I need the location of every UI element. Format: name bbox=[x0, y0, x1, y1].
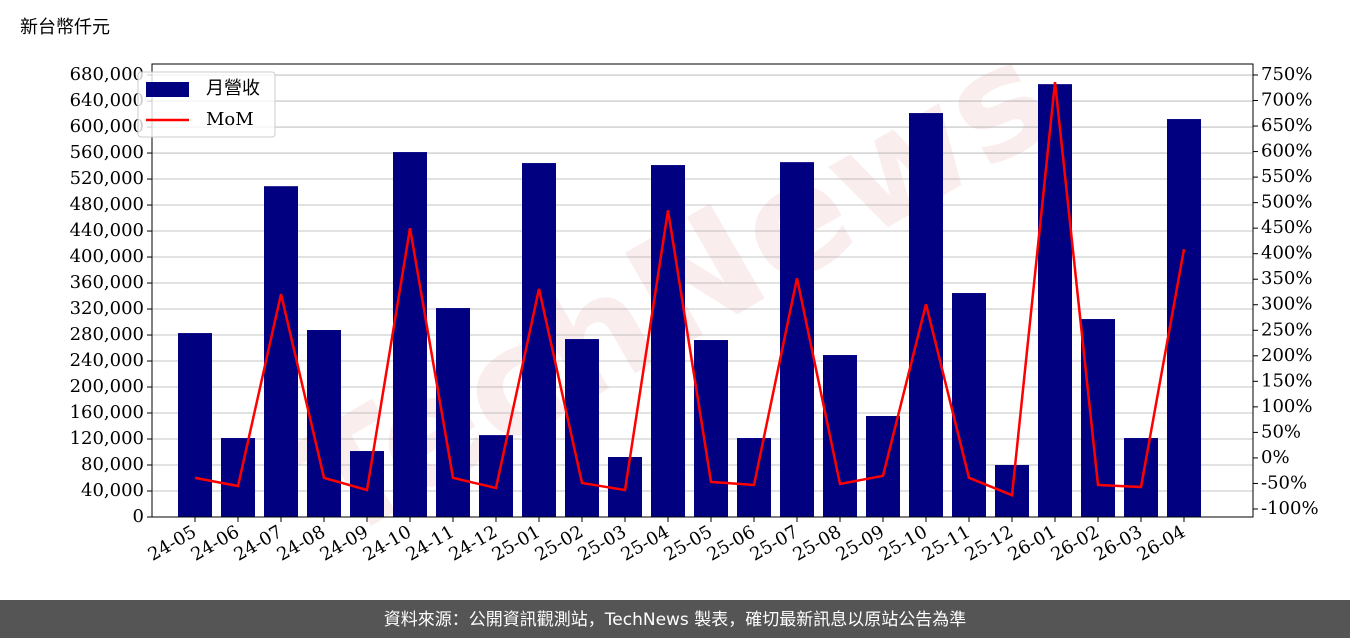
x-tick-label: 25-05 bbox=[661, 521, 716, 565]
y2-tick-label: 150% bbox=[1261, 370, 1312, 391]
x-tick-label: 25-06 bbox=[704, 521, 759, 565]
y2-tick-label: 50% bbox=[1261, 421, 1301, 442]
y2-tick-label: 500% bbox=[1261, 192, 1312, 213]
y2-tick-label: 300% bbox=[1261, 294, 1312, 315]
footer: 資料來源：公開資訊觀測站，TechNews 製表，確切最新訊息以原站公告為準 bbox=[384, 610, 966, 630]
unit-label: 新台幣仟元 bbox=[20, 17, 110, 38]
x-tick-label: 25-04 bbox=[618, 521, 673, 565]
bar bbox=[221, 438, 255, 517]
y-tick-label: 400,000 bbox=[70, 246, 144, 267]
y-tick-label: 160,000 bbox=[70, 402, 144, 423]
bar bbox=[1124, 438, 1158, 517]
x-tick-label: 26-02 bbox=[1048, 521, 1103, 565]
bar bbox=[393, 152, 427, 517]
y2-tick-label: 100% bbox=[1261, 396, 1312, 417]
y2-tick-label: 700% bbox=[1261, 90, 1312, 111]
footer-bar bbox=[0, 600, 1350, 638]
y-tick-label: 320,000 bbox=[70, 298, 144, 319]
y-tick-label: 200,000 bbox=[70, 376, 144, 397]
bar bbox=[1081, 319, 1115, 517]
y2-tick-label: 200% bbox=[1261, 345, 1312, 366]
y-tick-label: 40,000 bbox=[81, 480, 144, 501]
x-tick-label: 25-10 bbox=[876, 521, 931, 565]
y2-tick-label: 400% bbox=[1261, 243, 1312, 264]
y-tick-label: 80,000 bbox=[81, 454, 144, 475]
y2-tick-label: 750% bbox=[1261, 64, 1312, 85]
bar bbox=[694, 340, 728, 517]
y-tick-label: 240,000 bbox=[70, 350, 144, 371]
y2-tick-label: 650% bbox=[1261, 115, 1312, 136]
x-tick-label: 25-12 bbox=[962, 521, 1017, 565]
y-tick-label: 520,000 bbox=[70, 168, 144, 189]
x-tick-label: 26-03 bbox=[1091, 521, 1146, 565]
y2-tick-label: 550% bbox=[1261, 166, 1312, 187]
x-tick-label: 24-05 bbox=[145, 521, 200, 565]
y2-tick-label: -50% bbox=[1261, 472, 1307, 493]
legend-label: 月營收 bbox=[206, 78, 260, 99]
y-tick-label: 680,000 bbox=[70, 64, 144, 85]
bar bbox=[737, 438, 771, 517]
x-tick-label: 26-01 bbox=[1005, 521, 1060, 565]
y2-tick-label: 0% bbox=[1261, 447, 1290, 468]
x-tick-label: 25-03 bbox=[575, 521, 630, 565]
y2-tick-label: 350% bbox=[1261, 268, 1312, 289]
x-tick-label: 24-07 bbox=[231, 521, 286, 565]
x-tick-label: 24-08 bbox=[274, 521, 329, 565]
y2-tick-label: 600% bbox=[1261, 141, 1312, 162]
x-tick-label: 25-01 bbox=[489, 521, 544, 565]
legend-label: MoM bbox=[206, 109, 254, 130]
bar bbox=[178, 333, 212, 517]
y2-tick-label: -100% bbox=[1261, 498, 1319, 519]
x-tick-label: 24-12 bbox=[446, 521, 501, 565]
x-tick-label: 26-04 bbox=[1134, 521, 1189, 565]
bar bbox=[823, 355, 857, 517]
bar bbox=[952, 293, 986, 517]
y-tick-label: 440,000 bbox=[70, 220, 144, 241]
bar bbox=[1038, 84, 1072, 518]
y-tick-label: 0 bbox=[133, 506, 144, 527]
bar bbox=[307, 330, 341, 517]
y-tick-label: 600,000 bbox=[70, 116, 144, 137]
bar bbox=[909, 113, 943, 518]
legend-swatch bbox=[146, 82, 189, 97]
plot-frame bbox=[151, 63, 1254, 518]
x-tick-label: 25-08 bbox=[790, 521, 845, 565]
x-tick-label: 24-06 bbox=[188, 521, 243, 565]
y-tick-label: 560,000 bbox=[70, 142, 144, 163]
y2-tick-label: 250% bbox=[1261, 319, 1312, 340]
x-tick-label: 25-07 bbox=[747, 521, 802, 565]
y-tick-label: 360,000 bbox=[70, 272, 144, 293]
bar bbox=[264, 186, 298, 517]
bar bbox=[651, 165, 685, 517]
bar bbox=[780, 162, 814, 518]
y2-tick-label: 450% bbox=[1261, 217, 1312, 238]
y-tick-label: 280,000 bbox=[70, 324, 144, 345]
bar bbox=[479, 435, 513, 517]
y-tick-label: 640,000 bbox=[70, 90, 144, 111]
line bbox=[194, 81, 1186, 497]
x-tick-label: 25-09 bbox=[833, 521, 888, 565]
x-tick-label: 25-11 bbox=[919, 521, 974, 565]
y-tick-label: 120,000 bbox=[70, 428, 144, 449]
x-tick-label: 25-02 bbox=[532, 521, 587, 565]
y-tick-label: 480,000 bbox=[70, 194, 144, 215]
